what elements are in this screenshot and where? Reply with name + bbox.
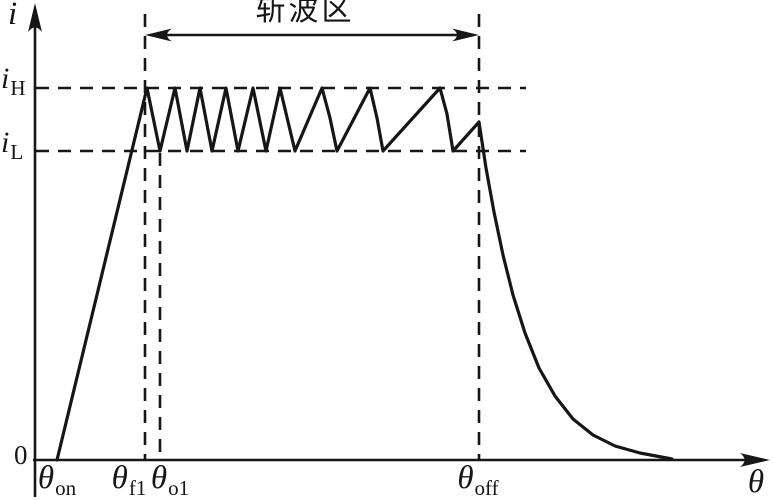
x-tick-theta-off: θoff bbox=[457, 460, 499, 500]
phase-current-waveform bbox=[55, 86, 674, 462]
x-tick-theta-f1: θf1 bbox=[111, 460, 147, 500]
y-axis-arrow-icon bbox=[28, 3, 42, 32]
origin-label: 0 bbox=[14, 440, 28, 470]
i-low-tick-label: iL bbox=[1, 126, 24, 164]
x-axis-arrow-icon bbox=[740, 453, 770, 467]
x-tick-theta-o1: θo1 bbox=[150, 460, 190, 500]
y-axis-label: i bbox=[8, 0, 18, 32]
chop-region-left-arrowhead-icon bbox=[145, 28, 172, 42]
chopping-region-title: 斩波区 bbox=[255, 0, 355, 27]
chop-region-right-arrowhead-icon bbox=[452, 28, 479, 42]
x-axis-label: θ bbox=[747, 464, 765, 500]
x-tick-theta-on: θon bbox=[37, 460, 77, 500]
i-high-tick-label: iH bbox=[1, 62, 26, 100]
